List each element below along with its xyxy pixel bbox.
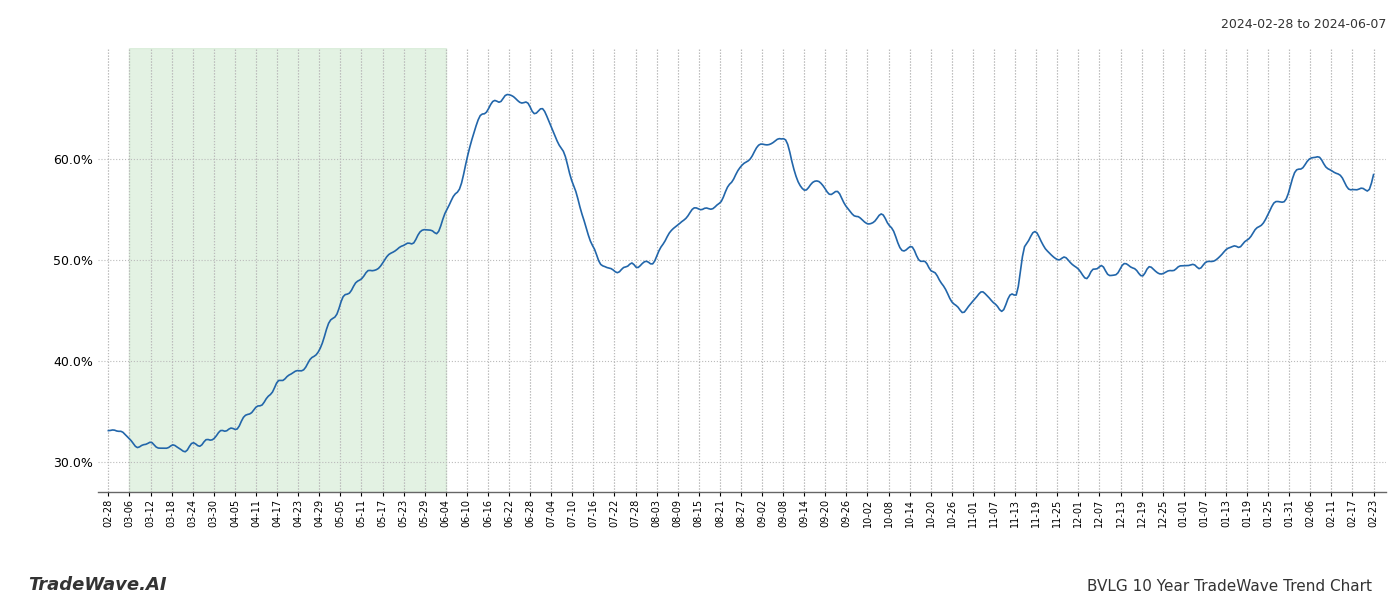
Text: TradeWave.AI: TradeWave.AI: [28, 576, 167, 594]
Text: BVLG 10 Year TradeWave Trend Chart: BVLG 10 Year TradeWave Trend Chart: [1086, 579, 1372, 594]
Bar: [129, 48, 445, 492]
Text: 2024-02-28 to 2024-06-07: 2024-02-28 to 2024-06-07: [1221, 18, 1386, 31]
